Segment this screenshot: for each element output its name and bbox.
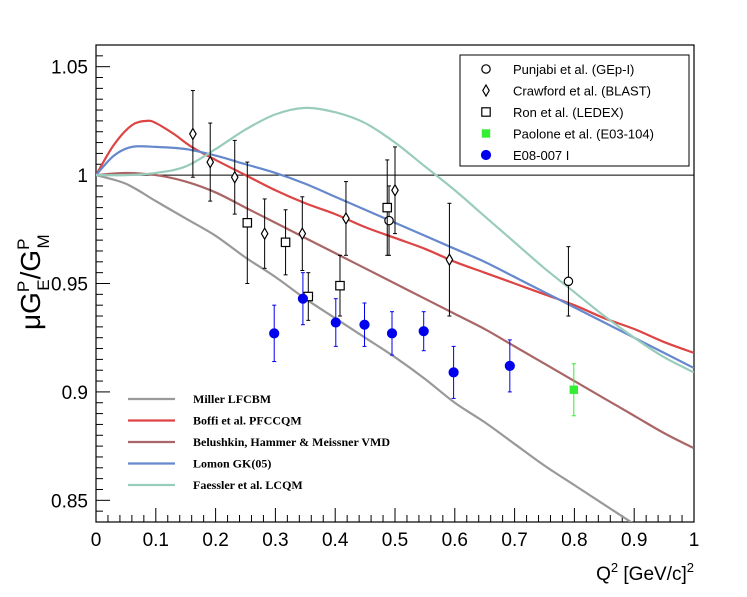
legend-marker-paolone-et-al-e03-104 xyxy=(482,129,490,137)
legend-marker-e08-007-i xyxy=(481,150,490,159)
x-tick-label: 0.1 xyxy=(143,530,169,551)
legend-data: Punjabi et al. (GEp-I) Crawford et al. (B… xyxy=(460,55,689,166)
x-tick-label: 0.7 xyxy=(501,530,527,551)
data-point xyxy=(270,329,279,338)
data-point xyxy=(505,361,514,370)
data-point xyxy=(281,238,289,246)
y-axis: 0.85 0.9 0.95 1 1.05 xyxy=(51,45,110,522)
legend-models: Miller LFCBM Boffi et al. PFCCQM Belushkin… xyxy=(128,392,390,492)
series-ron-et-al-ledex xyxy=(243,160,391,320)
legend-label-e08-007-i: E08-007 I xyxy=(513,148,569,163)
y-axis-title: μGPE/GPM xyxy=(14,234,53,330)
x-axis-title-unit-sup: 2 xyxy=(687,560,694,575)
legend-label-crawford-et-al-blast: Crawford et al. (BLAST) xyxy=(513,84,651,99)
y-axis-title-ge-sub: E xyxy=(34,279,53,290)
series-e08-007-i xyxy=(270,273,515,399)
data-point xyxy=(298,294,307,303)
legend-label-paolone-et-al-e03-104: Paolone et al. (E03-104) xyxy=(513,127,654,142)
y-tick-label: 0.95 xyxy=(51,275,88,296)
legend-label-miller-lfcbm: Miller LFCBM xyxy=(193,392,271,406)
data-point xyxy=(385,216,393,224)
legend-label-lomon-gk-05: Lomon GK(05) xyxy=(193,457,271,471)
chart-canvas: 0 0.1 0.2 0.3 0.4 0.5 0.6 0.7 0.8 0.9 1 0.85 0.9 0.9… xyxy=(0,0,747,597)
x-axis-title-unit: [GeV/c] xyxy=(618,564,687,585)
data-point xyxy=(564,277,572,285)
data-point xyxy=(336,281,344,289)
y-axis-title-gm: G xyxy=(15,250,46,272)
data-point xyxy=(232,172,238,183)
data-point xyxy=(387,329,396,338)
y-axis-title-gm-sub: M xyxy=(34,234,53,248)
y-axis-title-ge-sup: P xyxy=(14,281,33,292)
data-point xyxy=(392,185,398,196)
x-tick-label: 0.9 xyxy=(621,530,647,551)
y-tick-label: 0.85 xyxy=(51,491,88,512)
data-point xyxy=(449,368,458,377)
data-point xyxy=(446,254,452,265)
x-tick-label: 0.3 xyxy=(262,530,288,551)
data-point xyxy=(190,128,196,139)
series-crawford-et-al-blast xyxy=(190,91,453,316)
y-axis-title-mu: μ xyxy=(15,314,46,330)
data-point xyxy=(343,213,349,224)
data-point xyxy=(570,386,578,394)
data-point xyxy=(243,219,251,227)
x-tick-label: 1 xyxy=(689,530,700,551)
legend-label-boffi-et-al-pfccqm: Boffi et al. PFCCQM xyxy=(193,414,302,428)
curve-miller-lfcbm xyxy=(96,175,658,539)
x-tick-label: 0.2 xyxy=(202,530,228,551)
x-tick-label: 0.5 xyxy=(382,530,408,551)
data-point xyxy=(360,320,369,329)
legend-marker-punjabi-et-al-gep-i xyxy=(482,65,490,73)
y-axis-title-gm-sup: P xyxy=(14,238,33,249)
legend-marker-ron-et-al-ledex xyxy=(482,108,490,116)
x-axis-title: Q2 [GeV/c]2 xyxy=(596,560,694,585)
x-axis: 0 0.1 0.2 0.3 0.4 0.5 0.6 0.7 0.8 0.9 1 xyxy=(91,508,700,551)
x-tick-label: 0 xyxy=(91,530,102,551)
x-axis-title-q: Q xyxy=(596,564,611,585)
legend-label-faessler-et-al-lcqm: Faessler et al. LCQM xyxy=(193,478,303,492)
y-tick-label: 0.9 xyxy=(62,383,88,404)
data-point xyxy=(331,318,340,327)
x-tick-label: 0.6 xyxy=(442,530,468,551)
series-paolone-et-al-e03-104 xyxy=(570,364,578,416)
data-point xyxy=(383,203,391,211)
x-tick-label: 0.8 xyxy=(561,530,587,551)
y-tick-label: 1 xyxy=(77,166,88,187)
x-axis-title-sup: 2 xyxy=(611,560,618,575)
x-tick-label: 0.4 xyxy=(322,530,349,551)
series-punjabi-et-al-gep-i xyxy=(385,186,573,316)
y-tick-label: 1.05 xyxy=(51,58,88,79)
y-axis-title-ge: G xyxy=(15,292,46,314)
legend-label-punjabi-et-al-gep-i: Punjabi et al. (GEp-I) xyxy=(513,62,634,77)
legend-label-belushkin-hammer-meissner-vmd: Belushkin, Hammer & Meissner VMD xyxy=(193,435,390,449)
data-point xyxy=(419,327,428,336)
legend-label-ron-et-al-ledex: Ron et al. (LEDEX) xyxy=(513,105,624,120)
data-point xyxy=(261,228,267,239)
